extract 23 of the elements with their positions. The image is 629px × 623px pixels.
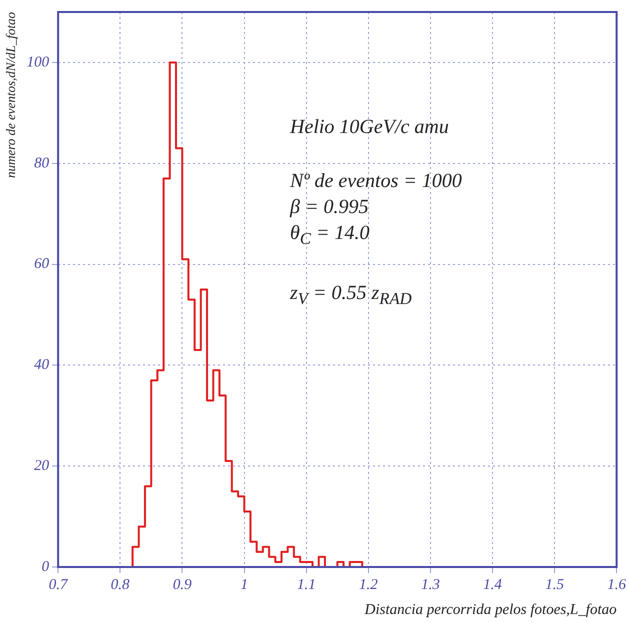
annotation: Nº de eventos = 1000 [290,169,462,194]
x-tick-label: 1.3 [421,576,440,593]
annotation: β = 0.995 [290,195,370,220]
y-axis-title: numero de eventos,dN/dL_fotao [3,12,18,178]
x-tick-label: 1.6 [607,576,626,593]
x-tick-label: 0.8 [110,576,130,593]
annotation: Helio 10GeV/c amu [290,115,450,140]
y-tick-label: 60 [34,256,50,272]
y-tick-label: 40 [34,357,50,374]
x-axis-title: Distancia percorrida pelos fotoes,L_fotao [364,602,618,618]
x-tick-label: 1.5 [545,576,564,593]
x-tick-label: 0.9 [172,576,192,593]
x-tick-label: 0.7 [48,576,69,593]
x-tick-label: 1.2 [359,576,378,593]
y-tick-label: 80 [34,155,50,172]
annotation: θ$_{C}$ = 14.0 [290,221,370,250]
x-tick-label: 1.4 [483,576,502,593]
y-tick-label: 0 [42,558,50,575]
x-tick-label: 1 [240,576,248,593]
y-tick-label: 100 [26,54,50,70]
x-tick-label: 1.1 [296,576,316,593]
annotation: z$_{V}$ = 0.55 z$_{RAD}$ [290,281,413,310]
y-tick-label: 20 [34,458,50,474]
